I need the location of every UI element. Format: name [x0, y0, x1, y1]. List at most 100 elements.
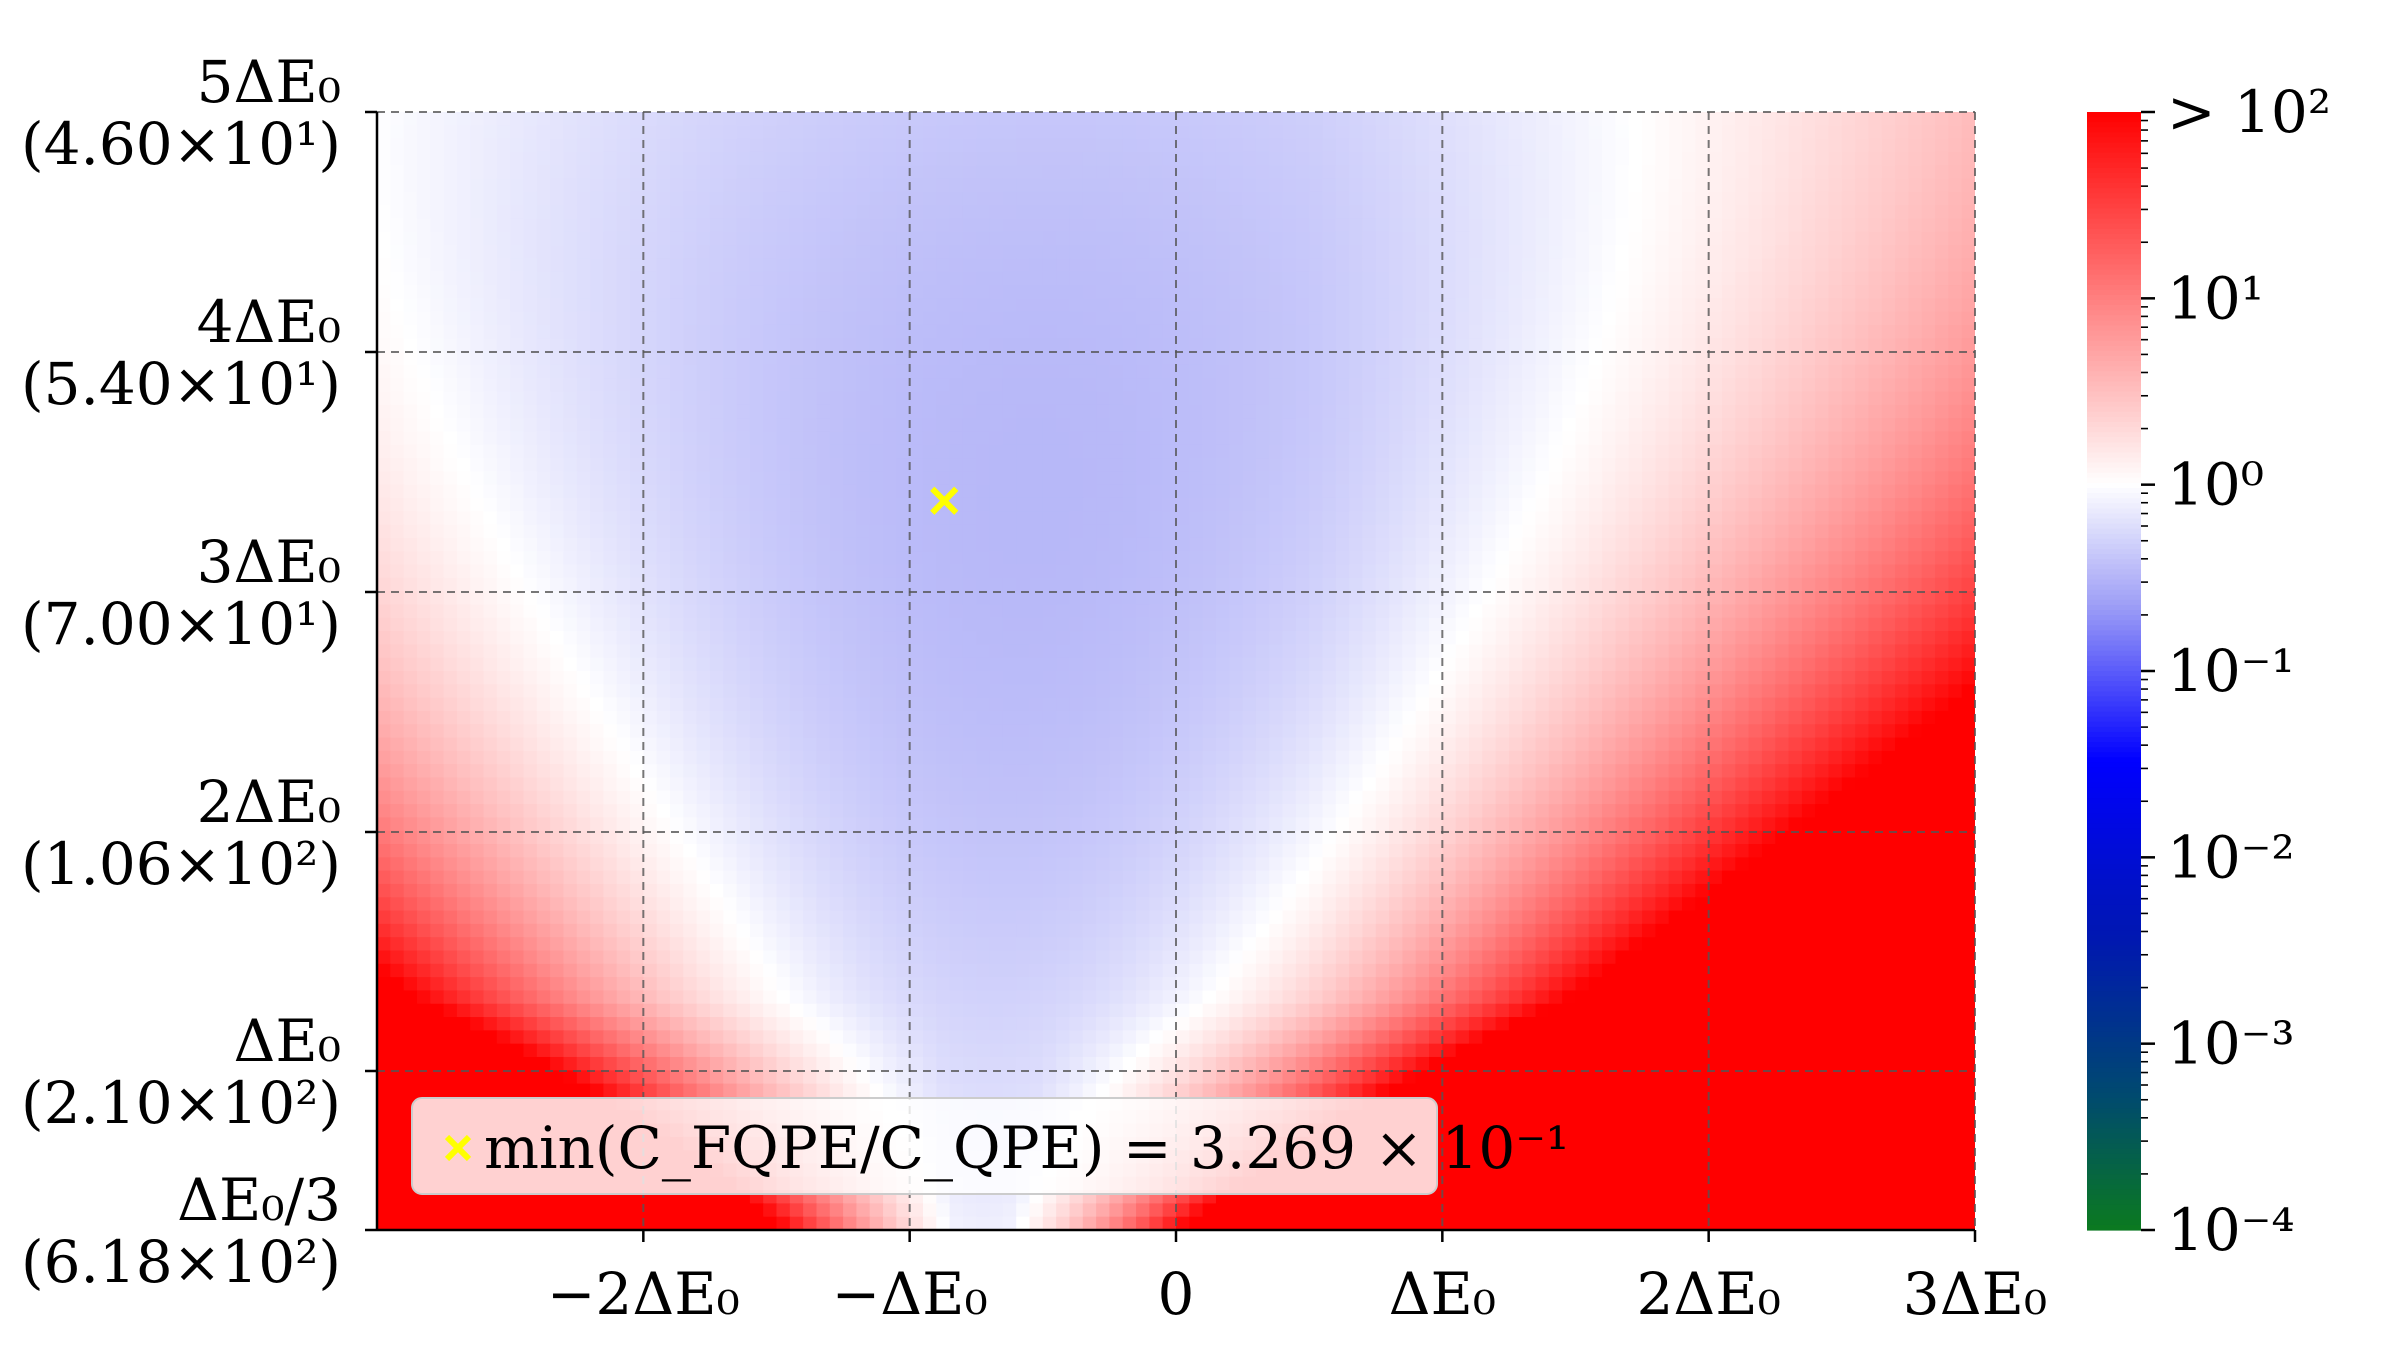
heatmap-cell [723, 604, 738, 619]
heatmap-cell [603, 231, 618, 246]
heatmap-cell [1748, 431, 1763, 446]
heatmap-cell [656, 324, 671, 339]
heatmap-cell [1322, 298, 1337, 313]
heatmap-cell [1002, 231, 1017, 246]
heatmap-cell [536, 471, 551, 486]
heatmap-cell [1535, 311, 1550, 326]
heatmap-cell [749, 151, 764, 166]
heatmap-cell [1921, 617, 1936, 632]
heatmap-cell [1615, 537, 1630, 552]
heatmap-cell [1069, 391, 1084, 406]
heatmap-cell [1575, 138, 1590, 153]
heatmap-cell [936, 657, 951, 672]
heatmap-cell [1149, 604, 1164, 619]
heatmap-cell [896, 378, 911, 393]
heatmap-cell [1828, 351, 1843, 366]
heatmap-cell [510, 298, 525, 313]
heatmap-cell [1881, 404, 1896, 419]
heatmap-cell [1335, 604, 1350, 619]
heatmap-cell [443, 431, 458, 446]
heatmap-cell [456, 644, 471, 659]
heatmap-cell [1269, 484, 1284, 499]
heatmap-cell [630, 205, 644, 220]
heatmap-cell [1815, 524, 1830, 539]
heatmap-cell [1668, 511, 1683, 526]
heatmap-cell [643, 125, 658, 140]
heatmap-cell [1508, 138, 1523, 153]
heatmap-cell [1522, 418, 1537, 433]
heatmap-cell [1921, 205, 1936, 220]
heatmap-cell [1655, 471, 1670, 486]
heatmap-cell [630, 258, 644, 273]
heatmap-cell [1655, 431, 1670, 446]
heatmap-cell [869, 604, 884, 619]
heatmap-cell [563, 112, 578, 126]
heatmap-cell [1136, 458, 1150, 472]
heatmap-cell [403, 431, 418, 446]
heatmap-cell [1921, 125, 1936, 140]
heatmap-cell [1548, 191, 1563, 206]
heatmap-cell [377, 511, 391, 526]
heatmap-cell [936, 644, 951, 659]
heatmap-cell [1429, 364, 1443, 379]
heatmap-cell [829, 657, 844, 672]
heatmap-cell [763, 271, 778, 286]
heatmap-cell [1628, 378, 1643, 393]
heatmap-cell [1935, 378, 1949, 393]
heatmap-cell [536, 577, 551, 592]
heatmap-cell [989, 258, 1004, 273]
heatmap-cell [709, 431, 724, 446]
heatmap-cell [709, 125, 724, 140]
heatmap-cell [1908, 484, 1923, 499]
heatmap-cell [1255, 564, 1270, 579]
heatmap-cell [936, 418, 951, 433]
heatmap-cell [390, 404, 405, 419]
heatmap-cell [1362, 298, 1377, 313]
heatmap-cell [1575, 351, 1590, 366]
heatmap-cell [1841, 271, 1856, 286]
heatmap-cell [1016, 604, 1031, 619]
heatmap-cell [1588, 138, 1603, 153]
heatmap-cell [470, 431, 485, 446]
heatmap-cell [1535, 125, 1550, 140]
heatmap-cell [1562, 205, 1577, 220]
heatmap-cell [1389, 205, 1403, 220]
heatmap-cell [962, 298, 977, 313]
heatmap-cell [1335, 391, 1350, 406]
heatmap-cell [989, 591, 1004, 606]
heatmap-cell [1642, 511, 1656, 526]
heatmap-cell [1349, 418, 1364, 433]
heatmap-cell [1761, 418, 1776, 433]
heatmap-cell [803, 511, 818, 526]
heatmap-cell [1682, 497, 1696, 512]
heatmap-cell [1895, 151, 1910, 166]
heatmap-cell [1109, 112, 1124, 126]
heatmap-cell [1149, 245, 1164, 260]
heatmap-cell [1282, 271, 1297, 286]
heatmap-cell [1535, 324, 1550, 339]
heatmap-cell [576, 418, 591, 433]
heatmap-cell [1255, 178, 1270, 193]
heatmap-cell [1508, 418, 1523, 433]
heatmap-cell [1748, 112, 1763, 126]
heatmap-cell [1602, 378, 1617, 393]
heatmap-cell [1002, 431, 1017, 446]
heatmap-cell [949, 444, 964, 459]
heatmap-cell [1335, 218, 1350, 233]
heatmap-cell [403, 378, 418, 393]
heatmap-cell [736, 178, 751, 193]
heatmap-cell [869, 484, 884, 499]
heatmap-cell [1415, 218, 1430, 233]
heatmap-cell [883, 577, 897, 592]
heatmap-cell [1682, 271, 1696, 286]
heatmap-cell [1056, 298, 1071, 313]
heatmap-cell [1189, 165, 1204, 180]
heatmap-cell [1069, 258, 1084, 273]
heatmap-cell [483, 391, 498, 406]
heatmap-cell [1176, 497, 1190, 512]
heatmap-cell [1615, 591, 1630, 606]
heatmap-cell [1002, 311, 1017, 326]
heatmap-cell [723, 245, 738, 260]
heatmap-cell [1801, 458, 1816, 472]
